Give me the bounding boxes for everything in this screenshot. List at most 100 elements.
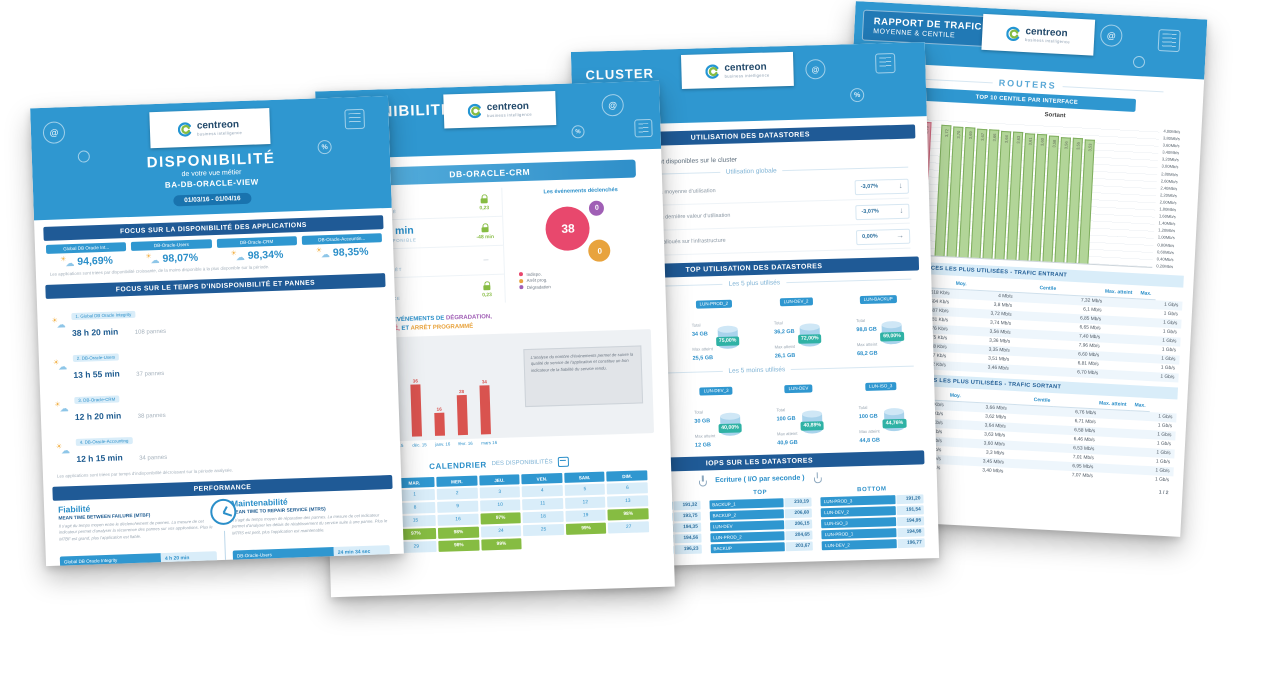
iops-row: BACKUP_2 206,60 xyxy=(709,508,813,521)
total-value: 98,8 GB xyxy=(856,326,877,334)
datastore-item: LUN-DEV_2 Total 36,2 GB Max atteint 26,1… xyxy=(758,289,835,360)
centreon-logo-icon xyxy=(177,121,192,137)
mtbf-row: Global DB Oracle Integrity 4 h 20 min xyxy=(59,551,218,567)
p3-header-band: CLUSTER ESX-Servers @ % centreon busines… xyxy=(570,42,927,127)
performance-panel: Fiabilité MEAN TIME BETWEEN FAILURE (MTB… xyxy=(58,493,392,567)
iops-row: LUN-PROD_1 194,98 xyxy=(821,527,925,540)
y-axis-tick: 2,40Mb/s xyxy=(1160,185,1178,191)
downtime-list: ☀ ☁ 1. Global DB Oracle Integrity 38 h 20… xyxy=(51,291,387,470)
usage-percent-badge: 69,00% xyxy=(880,331,904,342)
stat-delta: 0,23 xyxy=(466,193,503,211)
y-axis-tick: 3,20Mb/s xyxy=(1161,156,1179,163)
lock-icon xyxy=(481,226,489,233)
y-axis-tick: 3,40Mb/s xyxy=(1162,149,1180,156)
iops-row: LUN-DEV 206,15 xyxy=(709,519,813,532)
day-header: SAM. xyxy=(564,471,605,483)
logo-text: centreon business intelligence xyxy=(487,100,532,117)
day-header: VEN. xyxy=(521,472,563,485)
calendar-cell: 18 xyxy=(522,510,564,524)
crane-hook-icon xyxy=(813,472,820,483)
calendar-cell: 2 xyxy=(436,487,478,500)
datastore-name: BACKUP_2 xyxy=(709,509,785,521)
cloud-icon: ☁ xyxy=(150,254,160,265)
downtime-values: 12 h 20 min 38 pannes xyxy=(75,404,166,425)
y-axis-tick: 3,00Mb/s xyxy=(1161,163,1179,170)
y-axis-tick: 0,60Mb/s xyxy=(1156,248,1175,255)
app-rank: 1. xyxy=(75,313,80,320)
bar-value-label: 3,55 xyxy=(1074,141,1081,150)
centreon-logo-banner: centreon business intelligence xyxy=(981,13,1096,56)
bar-value-label: 3,64 xyxy=(1003,134,1009,143)
weather-icon: ☀☁ xyxy=(316,247,330,259)
iops-value: 193,75 xyxy=(673,511,701,522)
failures-count: 38 pannes xyxy=(137,412,166,420)
y-axis-tick: 2,00Mb/s xyxy=(1159,199,1177,206)
trend-box: 0,00% → xyxy=(855,228,911,245)
p1-header-band: @ % centreon business intelligence DISPO… xyxy=(30,95,392,221)
datastore-name: LUN-BACKUP xyxy=(859,294,897,304)
y-axis-tick: 2,60Mb/s xyxy=(1160,178,1178,184)
calendar-cell: 98% xyxy=(607,508,649,521)
at-icon: @ xyxy=(42,121,66,144)
usage-percent-badge: 75,00% xyxy=(715,335,740,346)
bar-value-label: 34 xyxy=(481,379,487,385)
percent-icon: % xyxy=(849,87,865,103)
trend-box: -3,07% ↓ xyxy=(855,203,910,220)
downtime-duration: 38 h 20 min xyxy=(71,326,119,339)
datastore-name: LUN-DEV_2 xyxy=(821,506,896,518)
calendar-cell: 4 xyxy=(521,484,563,498)
availability-percent: 94,69% xyxy=(77,254,114,268)
bubble-degradation: 0 xyxy=(589,200,605,216)
max-reached-value: 25,5 GB xyxy=(692,355,714,362)
iops-value: 194,56 xyxy=(674,533,702,544)
app-availability-item: DB-Oracle-CRM ☀ ☁ 98,34% xyxy=(216,236,297,263)
month-label: févr. 16 xyxy=(458,440,473,447)
datastore-name: LUN-DEV_2 xyxy=(779,296,813,306)
usage-percent-badge: 40,89% xyxy=(800,420,825,431)
y-axis-tick: 2,20Mb/s xyxy=(1159,192,1178,199)
y-axis-tick: 4,00Mb/s xyxy=(1163,128,1181,135)
trend-box: -3,07% ↓ xyxy=(854,178,909,195)
centreon-logo-banner: centreon business intelligence xyxy=(443,90,557,129)
app-name: DB-Oracle-Accounting xyxy=(84,438,129,445)
events-bubble-chart: 38 0 0 xyxy=(513,192,651,270)
downtime-duration: 13 h 55 min xyxy=(73,368,120,381)
bar-value-label: 3,58 xyxy=(1050,139,1057,148)
centreon-logo-banner: centreon business intelligence xyxy=(149,108,271,149)
usage-percent-badge: 44,76% xyxy=(882,418,907,428)
brand-name: centreon xyxy=(724,61,767,74)
cloud-icon: ☁ xyxy=(235,251,245,262)
legend-dot-arret xyxy=(519,278,524,283)
iops-value: 194,95 xyxy=(896,516,925,527)
column-header: Max. xyxy=(1130,399,1150,413)
app-rank: 2. xyxy=(76,355,81,362)
calendar-cell: 97% xyxy=(480,512,522,525)
app-name-chip: Global DB Oracle Int... xyxy=(45,242,127,254)
total-value: 100 GB xyxy=(776,415,796,423)
max-reached-value: 40,9 GB xyxy=(777,439,798,447)
app-availability-item: Global DB Oracle Int... ☀ ☁ 94,69% xyxy=(45,242,127,269)
app-name-chip: DB-Oracle-Users xyxy=(131,239,212,251)
calendar-cell: 6 xyxy=(607,482,648,495)
iops-value: 191,54 xyxy=(896,505,924,516)
stat-delta: — xyxy=(483,257,489,264)
weather-icon: ☀☁ xyxy=(54,401,68,413)
brand-tagline: business intelligence xyxy=(724,72,770,79)
app-availability-value: ☀ ☁ 98,07% xyxy=(132,251,213,266)
app-name-chip: 1. Global DB Oracle Integrity xyxy=(71,310,136,321)
weather-icon: ☀☁ xyxy=(56,443,70,455)
bubble-indispo: 38 xyxy=(545,205,591,252)
weather-icon: ☀☁ xyxy=(53,359,67,371)
availability-percent: 98,07% xyxy=(162,251,199,265)
mtbf-description: Il s'agit du temps moyen entre le déclen… xyxy=(58,518,213,542)
downtime-main: 4. DB-Oracle-Accounting 12 h 15 min 34 p… xyxy=(75,428,167,467)
app-name-chip: DB-Oracle-Accountin... xyxy=(301,233,383,245)
bar xyxy=(456,394,468,436)
calendar-cell: 25 xyxy=(523,523,565,537)
bar-value-label: 3,69 xyxy=(967,131,973,140)
total-value: 30 GB xyxy=(694,418,711,425)
failures-count: 37 pannes xyxy=(136,371,165,378)
bar xyxy=(410,384,423,437)
iops-value: 196,23 xyxy=(674,544,702,555)
calendar-cell xyxy=(566,536,607,548)
